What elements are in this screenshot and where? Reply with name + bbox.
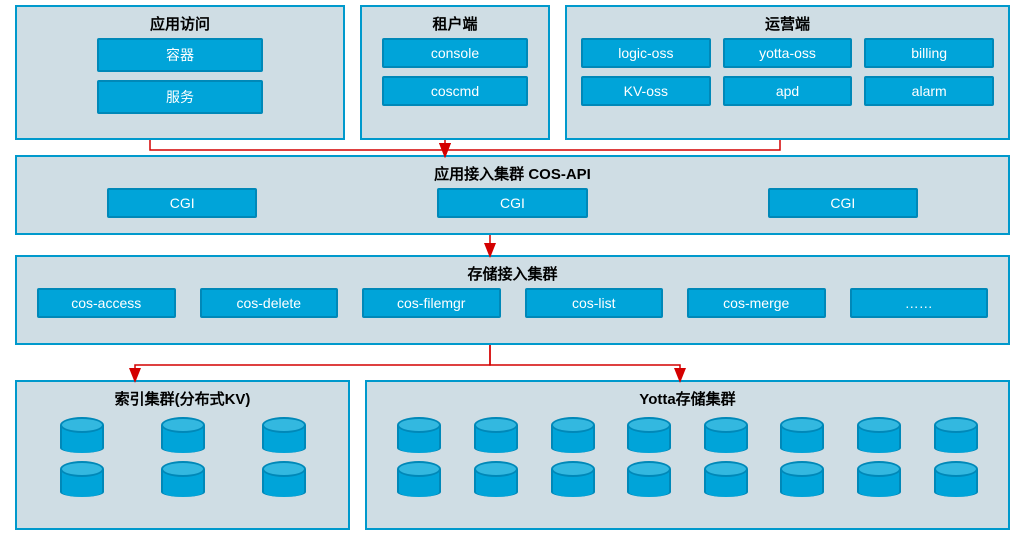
panel-title: 索引集群(分布式KV) (17, 382, 348, 413)
panel-yotta-cluster: Yotta存储集群 (365, 380, 1010, 530)
panel-title: 租户端 (362, 7, 548, 38)
btn-coscmd: coscmd (382, 76, 528, 106)
btn-logic-oss: logic-oss (581, 38, 711, 68)
storage-cylinder-icon (704, 461, 748, 497)
cylinder-grid (17, 413, 348, 501)
storage-cylinder-icon (397, 461, 441, 497)
panel-app-access: 应用访问 容器 服务 (15, 5, 345, 140)
storage-cylinder-icon (704, 417, 748, 453)
btn-cgi: CGI (768, 188, 918, 218)
btn-billing: billing (864, 38, 994, 68)
btn-service: 服务 (97, 80, 263, 114)
btn-cos-list: cos-list (525, 288, 664, 318)
storage-cylinder-icon (551, 461, 595, 497)
storage-cylinder-icon (627, 417, 671, 453)
storage-cylinder-icon (627, 461, 671, 497)
btn-kv-oss: KV-oss (581, 76, 711, 106)
panel-tenant: 租户端 console coscmd (360, 5, 550, 140)
panel-title: 运营端 (567, 7, 1008, 38)
panel-title: 应用接入集群 COS-API (17, 157, 1008, 188)
btn-more: …… (850, 288, 989, 318)
panel-title: 存储接入集群 (17, 257, 1008, 288)
storage-cylinder-icon (60, 461, 104, 497)
btn-cos-access: cos-access (37, 288, 176, 318)
cylinder-grid (367, 413, 1008, 501)
btn-yotta-oss: yotta-oss (723, 38, 853, 68)
storage-cylinder-icon (857, 461, 901, 497)
storage-cylinder-icon (934, 417, 978, 453)
storage-cylinder-icon (474, 417, 518, 453)
panel-cos-api: 应用接入集群 COS-API CGI CGI CGI (15, 155, 1010, 235)
storage-cylinder-icon (60, 417, 104, 453)
storage-cylinder-icon (474, 461, 518, 497)
btn-container: 容器 (97, 38, 263, 72)
storage-cylinder-icon (397, 417, 441, 453)
panel-index-cluster: 索引集群(分布式KV) (15, 380, 350, 530)
storage-cylinder-icon (551, 417, 595, 453)
storage-cylinder-icon (780, 417, 824, 453)
storage-cylinder-icon (262, 417, 306, 453)
panel-ops: 运营端 logic-oss yotta-oss billing KV-oss a… (565, 5, 1010, 140)
panel-title: 应用访问 (17, 7, 343, 38)
btn-apd: apd (723, 76, 853, 106)
storage-cylinder-icon (161, 417, 205, 453)
storage-cylinder-icon (934, 461, 978, 497)
panel-title: Yotta存储集群 (367, 382, 1008, 413)
btn-console: console (382, 38, 528, 68)
btn-cgi: CGI (437, 188, 587, 218)
btn-cgi: CGI (107, 188, 257, 218)
storage-cylinder-icon (780, 461, 824, 497)
btn-cos-filemgr: cos-filemgr (362, 288, 501, 318)
storage-cylinder-icon (262, 461, 306, 497)
panel-storage-access: 存储接入集群 cos-access cos-delete cos-filemgr… (15, 255, 1010, 345)
storage-cylinder-icon (857, 417, 901, 453)
btn-cos-delete: cos-delete (200, 288, 339, 318)
storage-cylinder-icon (161, 461, 205, 497)
btn-cos-merge: cos-merge (687, 288, 826, 318)
btn-alarm: alarm (864, 76, 994, 106)
